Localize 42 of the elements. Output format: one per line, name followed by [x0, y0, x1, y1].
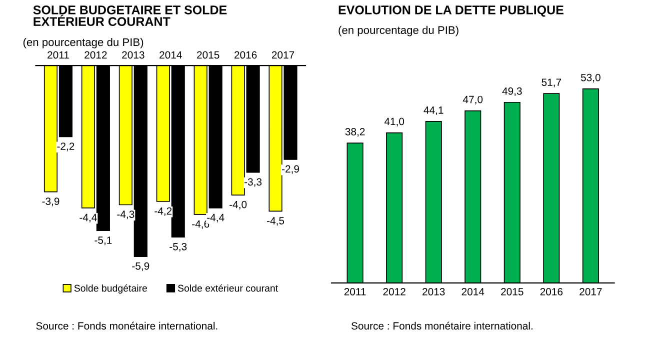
source-note: Source : Fonds monétaire international. [36, 322, 218, 330]
data-label: -3,3 [244, 178, 262, 187]
legend-label: Solde budgétaire [74, 284, 147, 294]
legend-label: Solde extérieur courant [178, 284, 278, 292]
data-label: -2,9 [282, 165, 299, 174]
x-tick-label: 2012 [84, 51, 107, 59]
data-label: 47,0 [462, 96, 483, 104]
data-label: 49,3 [502, 87, 522, 96]
data-label: 41,0 [384, 118, 404, 126]
data-label: -4,2 [154, 207, 172, 216]
data-label: 51,7 [542, 78, 562, 88]
data-label: -2,2 [57, 142, 74, 152]
x-tick-label: 2011 [48, 51, 69, 59]
data-label: 53,0 [580, 74, 600, 82]
data-label: -3,9 [42, 198, 60, 206]
x-tick-label: 2015 [197, 51, 220, 59]
x-tick-label: 2013 [122, 51, 144, 59]
x-tick-label: 2011 [344, 288, 366, 296]
x-tick-label: 2012 [383, 288, 406, 296]
data-label: -4,3 [117, 210, 134, 220]
data-label: -5,3 [170, 242, 187, 252]
chart-title: SOLDE BUDGETAIRE ET SOLDE EXTÉRIEUR COURANT [33, 6, 227, 26]
data-label: -5,9 [132, 262, 150, 271]
chart-subtitle: (en pourcentage du PIB) [338, 26, 458, 36]
x-tick-label: 2016 [234, 51, 257, 59]
chart-title: EVOLUTION DE LA DETTE PUBLIQUE [338, 6, 564, 17]
data-label: -5,1 [94, 236, 112, 246]
x-tick-label: 2017 [272, 51, 294, 59]
x-tick-label: 2016 [540, 288, 563, 296]
data-label: 44,1 [424, 106, 444, 116]
data-label: 38,2 [345, 128, 365, 137]
data-label: -4,4 [207, 214, 224, 222]
x-tick-label: 2017 [580, 288, 602, 296]
chart-subtitle: (en pourcentage du PIB) [23, 38, 144, 48]
source-note: Source : Fonds monétaire international. [351, 322, 532, 330]
x-tick-label: 2013 [422, 288, 445, 296]
x-tick-label: 2015 [501, 288, 524, 296]
data-label: -4,5 [267, 217, 284, 226]
x-tick-label: 2014 [160, 51, 182, 59]
data-label: -4,4 [80, 214, 97, 222]
x-tick-label: 2014 [462, 288, 484, 296]
data-label: -4,0 [230, 200, 247, 210]
